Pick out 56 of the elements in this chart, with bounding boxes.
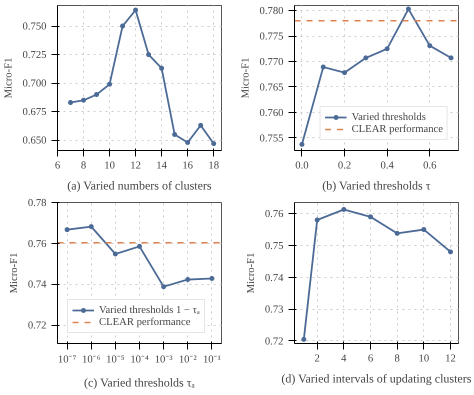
x-tick-label: 10	[418, 354, 430, 364]
x-tick-label: 0.2	[338, 160, 352, 172]
y-tick-label: 0.650	[22, 136, 47, 147]
x-tick-label: 6	[368, 354, 374, 364]
x-tick-label: 16	[182, 160, 194, 172]
text: (b) Varied thresholds τ	[322, 178, 431, 192]
x-tick-label: 10⁻³	[154, 354, 173, 366]
y-axis-title: Micro-F1	[246, 252, 257, 294]
y-axis-title: Micro-F1	[4, 58, 15, 98]
y-tick-label: 0.74	[264, 272, 284, 284]
y-tick-label: 0.775	[260, 32, 284, 43]
x-tick-label: 6	[54, 160, 61, 172]
x-tick-label: 8	[394, 354, 400, 364]
x-tick-label: 10⁻⁶	[82, 354, 101, 366]
y-tick-label: 0.780	[260, 6, 284, 18]
y-tick-label: 0.760	[260, 108, 284, 119]
legend-label: Varied thresholds 1 − τₐ	[99, 304, 200, 316]
y-axis-title: Micro-F1	[240, 58, 252, 98]
text: (c) Varied thresholds τₐ	[84, 376, 196, 390]
x-tick-label: 10⁻¹	[202, 354, 221, 366]
y-tick-label: 0.72	[28, 320, 47, 332]
x-tick-label: 10⁻²	[178, 354, 197, 366]
text: (a) Varied numbers of clusters	[67, 178, 212, 192]
y-tick-label: 0.675	[22, 107, 47, 118]
y-tick-label: 0.700	[22, 78, 47, 90]
x-tick-label: 8	[80, 160, 86, 172]
y-tick-label: 0.78	[28, 198, 47, 209]
x-tick-label: 10	[104, 160, 115, 172]
x-tick-label: 0.0	[295, 160, 309, 172]
x-tick-label: 10⁻⁷	[58, 354, 77, 366]
x-tick-label: 2	[314, 354, 320, 364]
x-tick-label: 10⁻⁴	[130, 354, 149, 366]
x-tick-label: 14	[156, 160, 168, 172]
x-tick-label: 0.6	[423, 160, 438, 172]
y-tick-label: 0.765	[260, 82, 284, 94]
y-tick-label: 0.755	[260, 133, 284, 144]
legend-label: CLEAR performance	[99, 316, 190, 328]
x-tick-label: 4	[341, 354, 348, 364]
legend-label: CLEAR performance	[352, 123, 443, 135]
y-tick-label: 0.75	[264, 240, 284, 252]
y-tick-label: 0.72	[264, 336, 284, 348]
legend-label: Varied thresholds	[352, 111, 426, 123]
y-tick-label: 0.750	[22, 22, 47, 33]
text: (d) Varied intervals of updating clusters	[281, 372, 472, 386]
x-tick-label: 12	[130, 160, 141, 172]
x-tick-label: 12	[445, 354, 456, 364]
x-tick-label: 10⁻⁵	[106, 354, 125, 366]
y-tick-label: 0.73	[264, 304, 284, 316]
y-tick-label: 0.725	[22, 50, 47, 62]
x-tick-label: 18	[208, 160, 220, 172]
y-tick-label: 0.74	[28, 280, 48, 291]
y-tick-label: 0.770	[260, 56, 284, 68]
y-tick-label: 0.76	[264, 209, 284, 220]
y-axis-title: Micro-F1	[8, 252, 20, 294]
y-tick-label: 0.76	[28, 238, 48, 250]
x-tick-label: 0.4	[380, 160, 394, 172]
